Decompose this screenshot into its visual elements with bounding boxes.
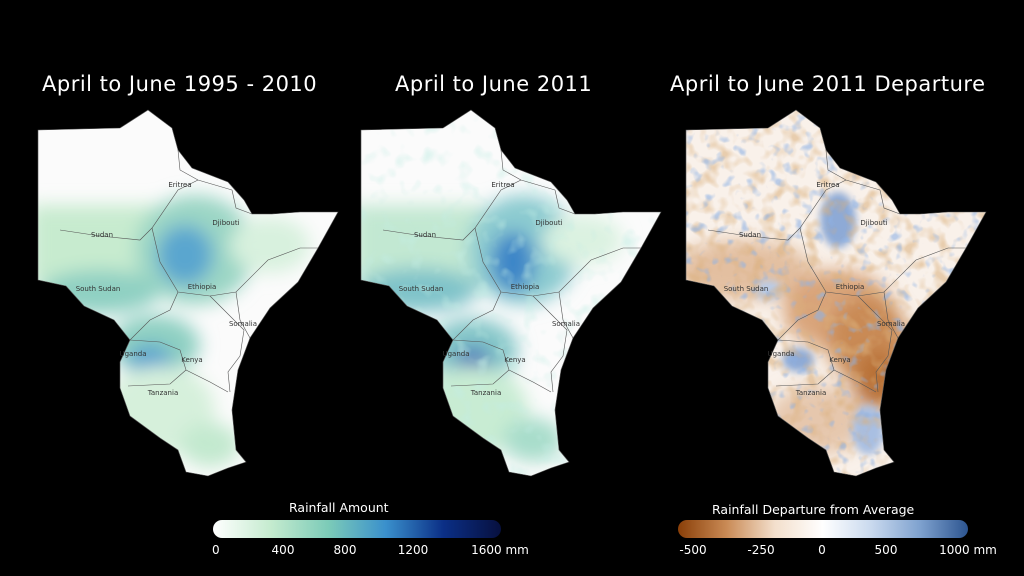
legend-tick-departure: 500 bbox=[874, 543, 898, 557]
country-border bbox=[879, 189, 901, 215]
legend-tick-rainfall: 800 bbox=[333, 543, 357, 557]
legend-tick-rainfall: 1600 mm bbox=[471, 543, 529, 557]
map-panel-departure: Sudan Eritrea Djibouti South Sudan Ethiopia S… bbox=[685, 109, 987, 477]
legend-bar-rainfall bbox=[213, 520, 501, 538]
country-border bbox=[558, 291, 574, 339]
country-border bbox=[231, 189, 253, 215]
country-label-eritrea: Eritrea bbox=[168, 181, 191, 189]
country-label-ethiopia: Ethiopia bbox=[511, 283, 540, 291]
country-border bbox=[508, 369, 552, 393]
country-label-kenya: Kenya bbox=[829, 356, 850, 364]
country-label-south-sudan: South Sudan bbox=[76, 285, 121, 293]
country-border bbox=[452, 291, 502, 341]
country-label-sudan: Sudan bbox=[91, 231, 113, 239]
map-panel-2011: Sudan Eritrea Djibouti South Sudan Ethiopia S… bbox=[360, 109, 662, 477]
country-label-uganda: Uganda bbox=[442, 350, 469, 358]
country-label-south-sudan: South Sudan bbox=[724, 285, 769, 293]
country-border bbox=[185, 369, 229, 393]
country-border bbox=[554, 189, 576, 215]
country-label-sudan: Sudan bbox=[414, 231, 436, 239]
country-label-uganda: Uganda bbox=[767, 350, 794, 358]
country-border bbox=[777, 291, 827, 341]
country-border bbox=[532, 295, 568, 393]
map-panel-baseline: Sudan Eritrea Djibouti South Sudan Ethiopia S… bbox=[37, 109, 339, 477]
country-border bbox=[209, 295, 245, 393]
country-border bbox=[857, 295, 893, 393]
panel-title-2011: April to June 2011 bbox=[395, 72, 593, 96]
country-label-tanzania: Tanzania bbox=[147, 389, 178, 397]
coastline-outline bbox=[37, 109, 339, 477]
country-border bbox=[151, 227, 318, 297]
country-label-eritrea: Eritrea bbox=[491, 181, 514, 189]
country-border bbox=[450, 339, 510, 387]
country-label-sudan: Sudan bbox=[739, 231, 761, 239]
legend-tick-departure: 1000 mm bbox=[939, 543, 997, 557]
country-label-kenya: Kenya bbox=[504, 356, 525, 364]
legend-tick-rainfall: 400 bbox=[271, 543, 295, 557]
coastline-outline bbox=[685, 109, 987, 477]
country-label-ethiopia: Ethiopia bbox=[188, 283, 217, 291]
country-border bbox=[833, 369, 877, 393]
country-label-djibouti: Djibouti bbox=[860, 219, 887, 227]
rainfall-maps: Sudan Eritrea Djibouti South Sudan Ethiopia S… bbox=[37, 109, 987, 477]
country-label-eritrea: Eritrea bbox=[816, 181, 839, 189]
legend-tick-departure: 0 bbox=[818, 543, 826, 557]
panel-title-baseline: April to June 1995 - 2010 bbox=[42, 72, 318, 96]
country-border bbox=[129, 291, 179, 341]
country-border bbox=[883, 291, 899, 339]
legend-title-departure: Rainfall Departure from Average bbox=[712, 502, 915, 517]
country-border bbox=[775, 339, 835, 387]
country-border bbox=[825, 149, 881, 191]
country-border bbox=[382, 179, 522, 241]
country-border bbox=[707, 179, 847, 241]
country-border bbox=[177, 149, 233, 191]
country-border bbox=[500, 149, 556, 191]
country-border bbox=[799, 227, 966, 297]
legend-bar-departure bbox=[678, 520, 968, 538]
legend-tick-rainfall: 1200 bbox=[397, 543, 429, 557]
legend-tick-departure: -250 bbox=[747, 543, 775, 557]
country-label-somalia: Somalia bbox=[552, 320, 580, 328]
legend-tick-departure: -500 bbox=[679, 543, 707, 557]
country-label-djibouti: Djibouti bbox=[535, 219, 562, 227]
country-label-somalia: Somalia bbox=[877, 320, 905, 328]
country-label-djibouti: Djibouti bbox=[212, 219, 239, 227]
country-label-uganda: Uganda bbox=[119, 350, 146, 358]
country-label-tanzania: Tanzania bbox=[795, 389, 826, 397]
country-border bbox=[127, 339, 187, 387]
country-label-ethiopia: Ethiopia bbox=[836, 283, 865, 291]
legend-tick-rainfall: 0 bbox=[212, 543, 220, 557]
legend-title-rainfall: Rainfall Amount bbox=[289, 500, 389, 515]
country-label-somalia: Somalia bbox=[229, 320, 257, 328]
country-label-kenya: Kenya bbox=[181, 356, 202, 364]
panel-title-departure: April to June 2011 Departure bbox=[670, 72, 986, 96]
country-border bbox=[235, 291, 251, 339]
country-label-south-sudan: South Sudan bbox=[399, 285, 444, 293]
country-border bbox=[59, 179, 199, 241]
coastline-outline bbox=[360, 109, 662, 477]
country-border bbox=[474, 227, 641, 297]
country-label-tanzania: Tanzania bbox=[470, 389, 501, 397]
